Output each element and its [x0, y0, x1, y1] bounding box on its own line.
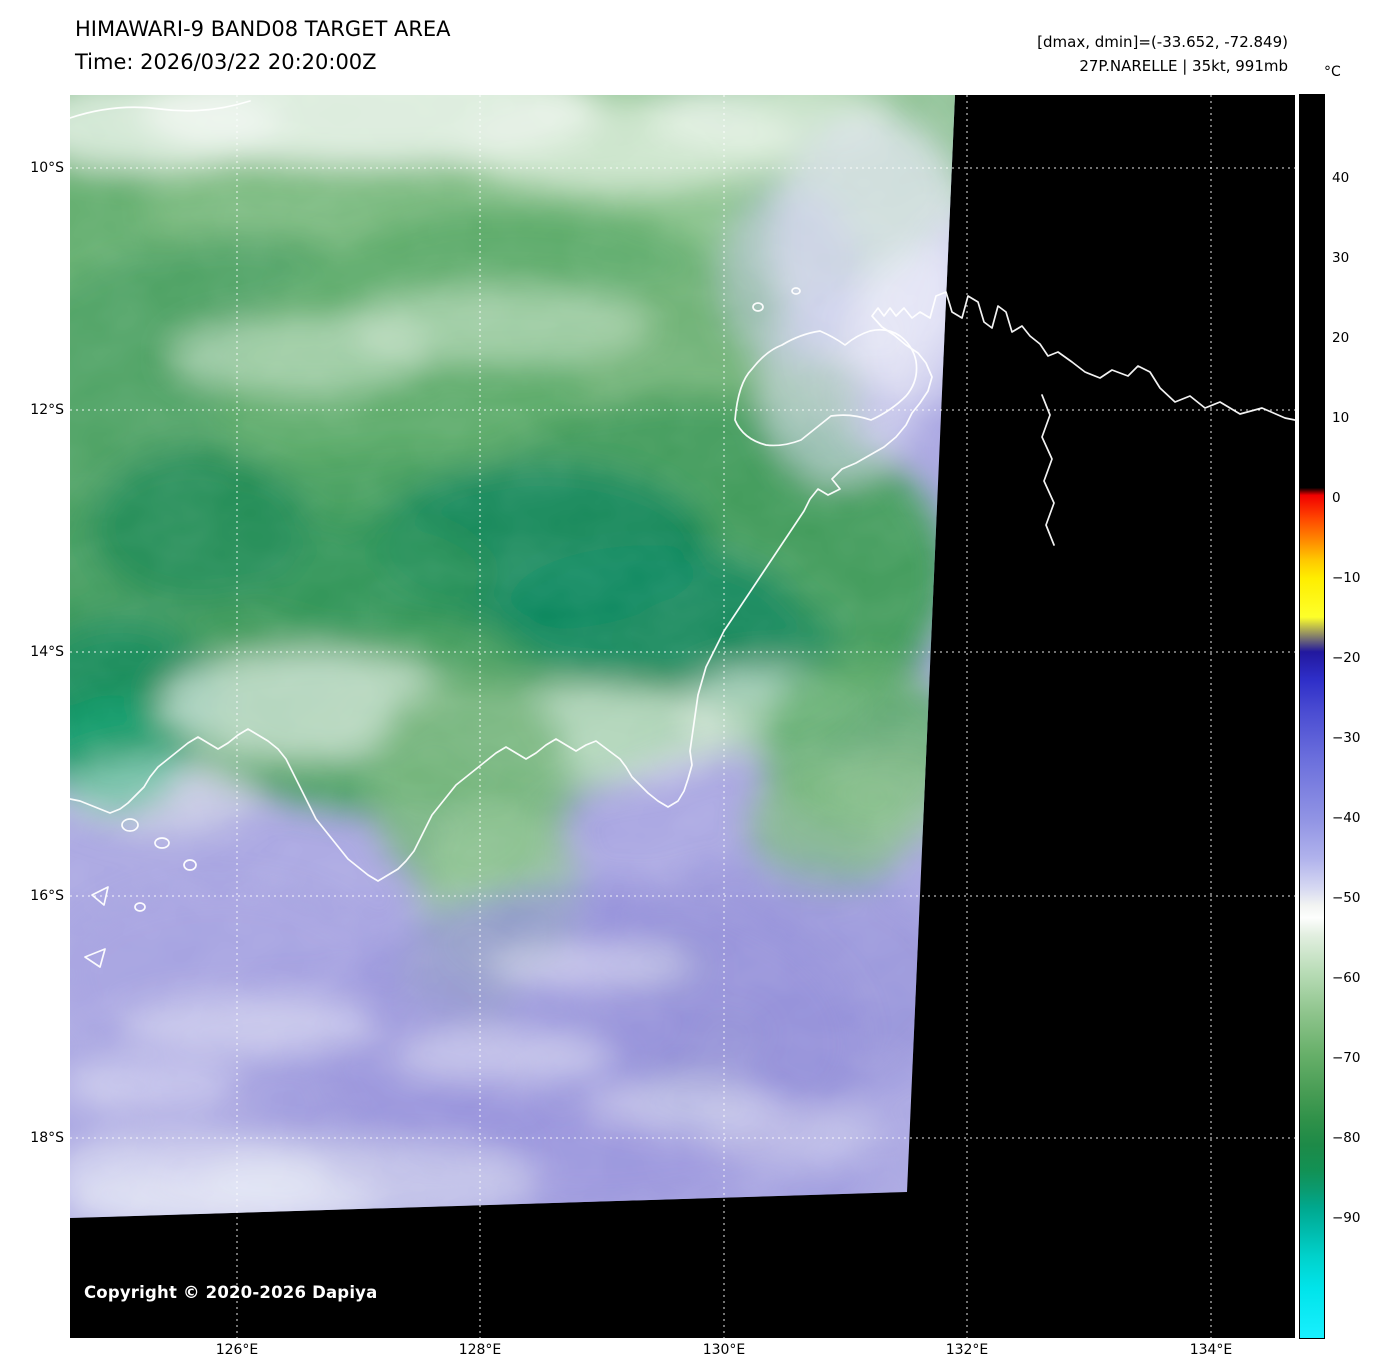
colorbar-tick: 10: [1332, 410, 1350, 426]
title-block: HIMAWARI-9 BAND08 TARGET AREA Time: 2026…: [75, 13, 451, 79]
lat-label: 10°S: [30, 160, 64, 176]
colorbar-tick: 0: [1332, 490, 1341, 506]
temperature-colorbar: [1299, 94, 1325, 1339]
lat-label: 12°S: [30, 402, 64, 418]
colorbar-tick: −10: [1332, 570, 1361, 586]
cloud-imagery: [70, 95, 955, 1218]
colorbar-tick: −30: [1332, 730, 1361, 746]
colorbar-tick: −90: [1332, 1210, 1361, 1226]
colorbar-tick: −40: [1332, 810, 1361, 826]
colorbar-unit-label: °C: [1324, 64, 1341, 80]
copyright-text: Copyright © 2020-2026 Dapiya: [84, 1283, 378, 1302]
info-block: [dmax, dmin]=(-33.652, -72.849) 27P.NARE…: [1037, 30, 1288, 78]
dmax-dmin-readout: [dmax, dmin]=(-33.652, -72.849): [1037, 33, 1288, 51]
grid-lines: [70, 95, 1295, 1338]
lon-label: 130°E: [702, 1342, 746, 1358]
page-title: HIMAWARI-9 BAND08 TARGET AREA: [75, 17, 451, 41]
lat-label: 14°S: [30, 644, 64, 660]
colorbar-tick: −50: [1332, 890, 1361, 906]
colorbar-tick: −20: [1332, 650, 1361, 666]
timestamp: Time: 2026/03/22 20:20:00Z: [75, 50, 377, 74]
colorbar-tick: 40: [1332, 170, 1350, 186]
satellite-map: [70, 95, 1295, 1338]
lat-label: 16°S: [30, 888, 64, 904]
colorbar-tick: −80: [1332, 1130, 1361, 1146]
colorbar-tick: 20: [1332, 330, 1350, 346]
storm-info: 27P.NARELLE | 35kt, 991mb: [1079, 57, 1288, 75]
coastline: [70, 100, 1295, 968]
lon-label: 134°E: [1189, 1342, 1233, 1358]
colorbar-tick: 30: [1332, 250, 1350, 266]
satellite-map-plot: [70, 95, 1295, 1338]
lat-label: 18°S: [30, 1130, 64, 1146]
lon-label: 126°E: [215, 1342, 259, 1358]
lon-label: 128°E: [458, 1342, 502, 1358]
lon-label: 132°E: [945, 1342, 989, 1358]
colorbar-tick: −70: [1332, 1050, 1361, 1066]
colorbar-tick: −60: [1332, 970, 1361, 986]
